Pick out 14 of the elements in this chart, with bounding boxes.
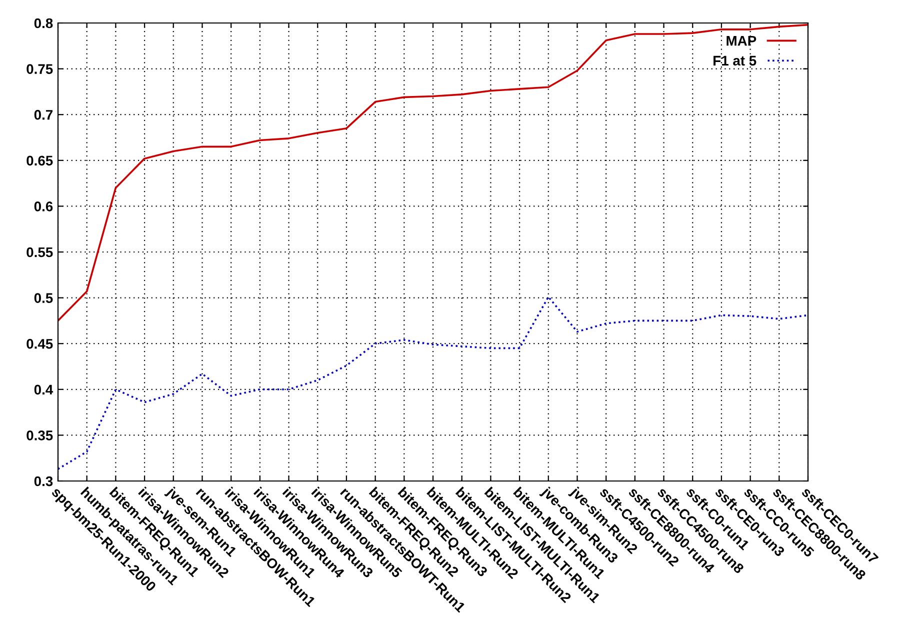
y-tick-label: 0.8 xyxy=(34,18,53,28)
y-tick-label: 0.4 xyxy=(34,384,54,395)
y-tick-label: 0.45 xyxy=(26,338,53,349)
y-tick-label: 0.35 xyxy=(26,430,53,440)
y-tick-label: 0.3 xyxy=(34,476,53,486)
y-tick-label: 0.55 xyxy=(26,247,53,258)
legend-label: MAP xyxy=(726,36,756,46)
y-tick-label: 0.7 xyxy=(34,110,53,120)
y-tick-label: 0.75 xyxy=(26,64,53,74)
y-tick-label: 0.65 xyxy=(26,156,53,166)
y-tick-label: 0.5 xyxy=(34,293,53,303)
y-tick-label: 0.6 xyxy=(34,202,53,212)
legend-label: F1 at 5 xyxy=(714,56,756,66)
line-series xyxy=(58,296,808,470)
